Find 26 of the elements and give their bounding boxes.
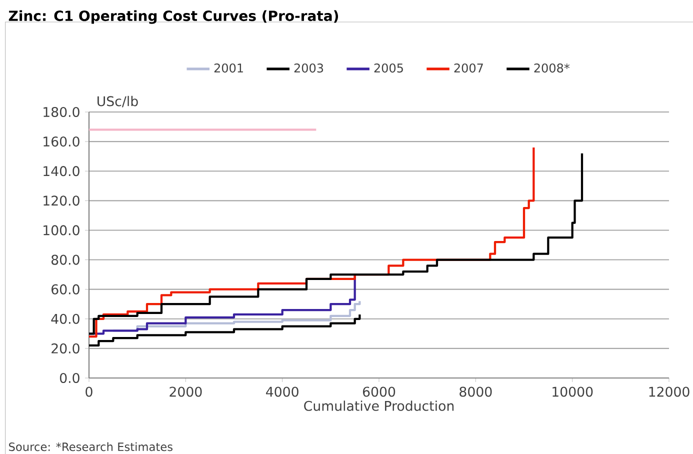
x-tick-label: 10000 bbox=[552, 386, 593, 397]
y-axis-title: USc/lb bbox=[98, 96, 138, 108]
x-axis-title: Cumulative Production bbox=[304, 400, 454, 411]
y-tick-label: 60.0 bbox=[52, 284, 80, 294]
y-tick-label: 20.0 bbox=[52, 343, 80, 354]
y-tick-label: 80.0 bbox=[52, 254, 80, 265]
legend-label: 2003 bbox=[294, 63, 324, 73]
x-tick-label: 12000 bbox=[649, 386, 690, 397]
y-tick-label: 40.0 bbox=[51, 314, 80, 324]
legend-label: 2007 bbox=[454, 63, 483, 73]
y-tick-label: 100.0 bbox=[44, 225, 80, 236]
legend-label: 2005 bbox=[374, 63, 403, 73]
x-tick-label: 2000 bbox=[170, 386, 202, 397]
y-tick-label: 120.0 bbox=[44, 196, 80, 206]
legend-label: 2001 bbox=[214, 63, 243, 73]
x-tick-label: 6000 bbox=[362, 386, 396, 397]
source-note: Source: *Research Estimates bbox=[9, 442, 172, 452]
x-tick-label: 8000 bbox=[460, 386, 492, 397]
y-tick-label: 160.0 bbox=[44, 136, 80, 147]
y-tick-label: 0.0 bbox=[60, 372, 80, 384]
x-tick-label: 0 bbox=[86, 386, 92, 397]
legend-label: 2008* bbox=[534, 63, 570, 73]
y-tick-label: 140.0 bbox=[44, 166, 80, 176]
x-tick-label: 4000 bbox=[266, 386, 298, 397]
y-tick-label: 180.0 bbox=[44, 106, 80, 118]
chart-title: Zinc: C1 Operating Cost Curves (Pro-rata) bbox=[8, 10, 338, 24]
